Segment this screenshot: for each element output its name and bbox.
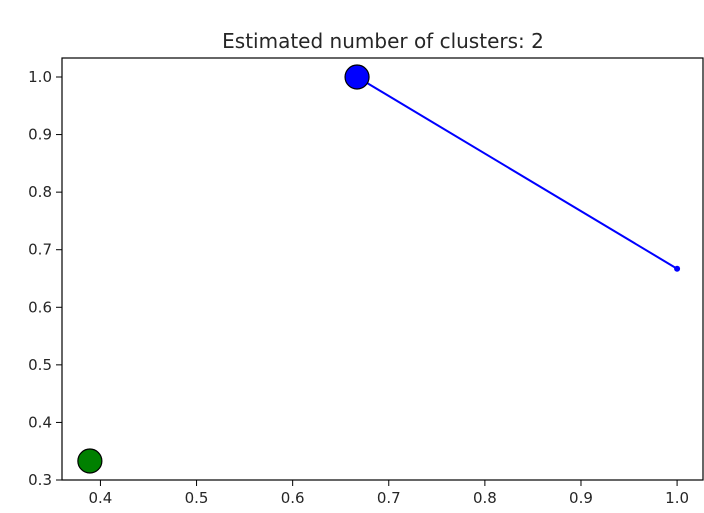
- y-tick-label: 0.3: [28, 471, 52, 489]
- y-tick-label: 0.4: [28, 413, 52, 431]
- x-axis: 0.4 0.5 0.6 0.7 0.8 0.9 1.0: [89, 480, 689, 507]
- y-tick-label: 0.9: [28, 126, 52, 144]
- y-tick-label: 0.7: [28, 241, 52, 259]
- cluster-0-member-point-0: [674, 265, 681, 272]
- cluster-0-link-0: [356, 76, 678, 270]
- x-tick-label: 0.4: [89, 489, 113, 507]
- y-axis: 0.3 0.4 0.5 0.6 0.7 0.8 0.9 1.0: [28, 68, 62, 489]
- x-tick-label: 0.8: [473, 489, 497, 507]
- y-tick-label: 1.0: [28, 68, 52, 86]
- y-tick-label: 0.8: [28, 183, 52, 201]
- chart-title: Estimated number of clusters: 2: [222, 29, 544, 53]
- axes-frame: [61, 57, 704, 481]
- x-tick-label: 0.5: [185, 489, 209, 507]
- x-tick-label: 0.7: [377, 489, 401, 507]
- cluster-0-center-point: [344, 64, 370, 90]
- x-tick-label: 0.6: [281, 489, 305, 507]
- x-tick-label: 1.0: [665, 489, 689, 507]
- y-tick-label: 0.6: [28, 298, 52, 316]
- cluster-1-center-point: [77, 448, 103, 474]
- x-tick-label: 0.9: [569, 489, 593, 507]
- plot-layer: [77, 64, 681, 474]
- y-tick-label: 0.5: [28, 356, 52, 374]
